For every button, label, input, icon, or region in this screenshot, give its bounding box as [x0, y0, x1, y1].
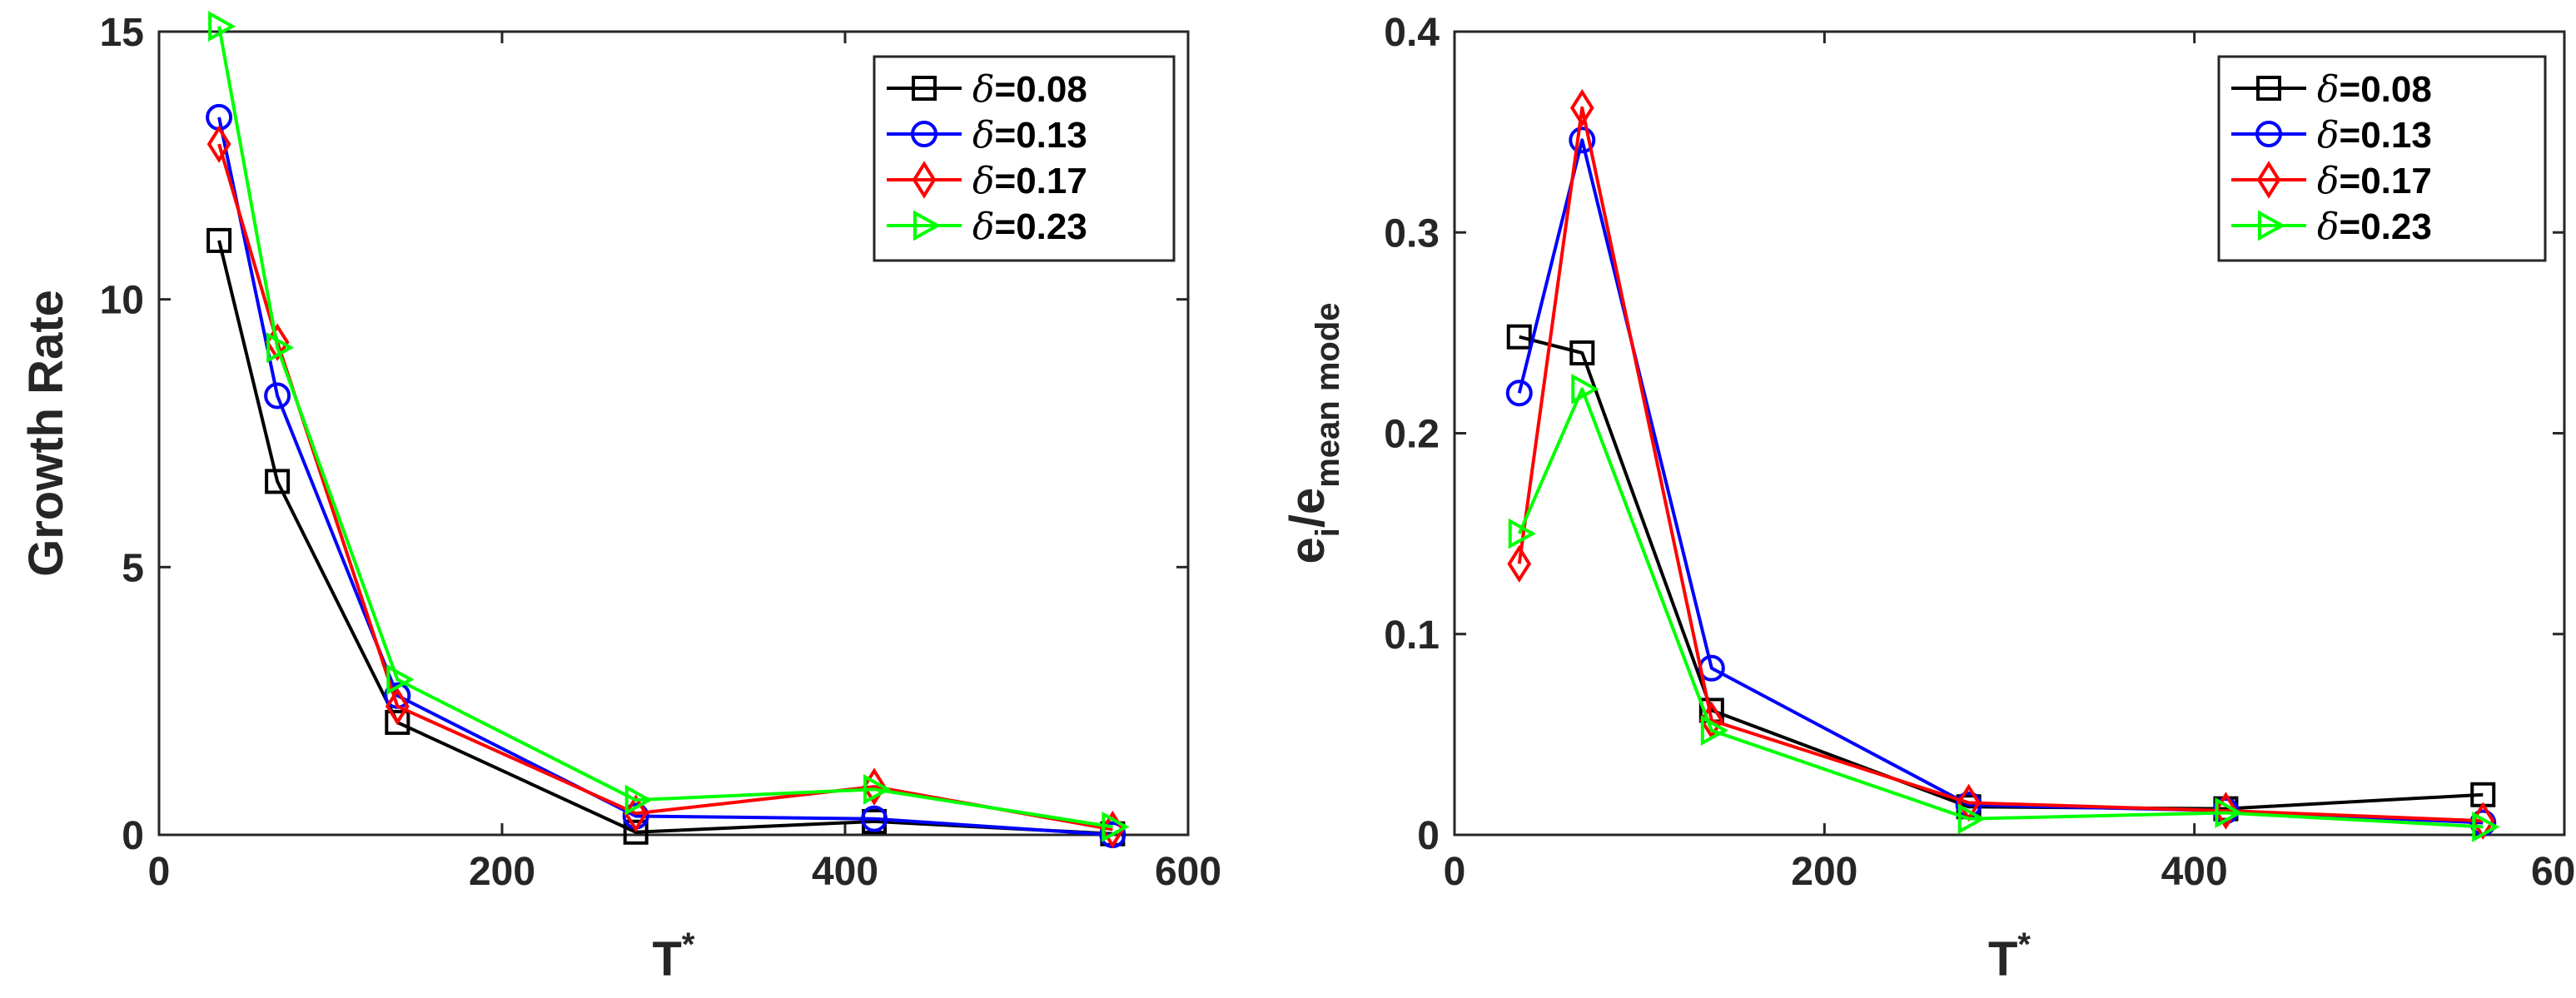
x-axis-label: T* — [1988, 926, 2031, 986]
series-line-3 — [217, 143, 1113, 832]
series-line-3 — [1517, 106, 2484, 823]
legend-marker — [2258, 210, 2286, 241]
y-tick-label: 5 — [122, 546, 144, 590]
panel-2: 0 200 400 600 0 0.1 0.2 0.3 0.4 T* ei/emean mode δ=… — [1281, 11, 2576, 986]
data-point — [264, 382, 291, 410]
data-point — [863, 773, 892, 805]
series-line-4 — [217, 26, 1113, 829]
data-point — [1571, 374, 1599, 405]
data-point — [861, 805, 888, 832]
legend-entry: δ=0.23 — [972, 206, 1087, 248]
legend-entry: δ=0.17 — [2317, 160, 2432, 202]
series-line-1 — [217, 240, 1113, 836]
y-axis-label: ei/emean mode — [1281, 302, 1346, 564]
x-tick-label: 400 — [2161, 850, 2228, 894]
legend-marker — [912, 161, 937, 199]
data-point — [2214, 792, 2238, 830]
legend-marker — [912, 76, 937, 101]
x-tick-label: 600 — [1155, 850, 1221, 894]
x-tick-label: 0 — [148, 850, 171, 894]
legend-marker — [913, 210, 942, 241]
y-tick-label: 0.2 — [1384, 413, 1440, 457]
legend-entry: δ=0.08 — [2317, 68, 2432, 111]
legend-entry: δ=0.13 — [972, 114, 1087, 156]
y-tick-label: 0.3 — [1384, 211, 1440, 256]
legend-entry: δ=0.08 — [972, 68, 1087, 111]
data-point — [1508, 518, 1536, 549]
x-tick-label: 200 — [1791, 850, 1857, 894]
legend-entry: δ=0.23 — [2317, 206, 2432, 248]
data-point — [266, 332, 295, 363]
data-point — [623, 819, 649, 845]
data-point — [2215, 797, 2243, 828]
data-point — [1505, 380, 1533, 407]
y-tick-label: 0 — [122, 814, 144, 858]
legend-marker — [2256, 161, 2281, 199]
data-point — [385, 709, 410, 735]
data-point — [1700, 715, 1728, 746]
data-point — [1569, 340, 1595, 365]
x-tick-label: 0 — [1444, 850, 1466, 894]
legend-entry: δ=0.17 — [972, 160, 1087, 202]
data-point — [2472, 811, 2500, 842]
data-point — [1569, 127, 1596, 154]
y-tick-label: 0.4 — [1384, 11, 1440, 55]
data-point — [1102, 811, 1130, 842]
data-point — [206, 125, 231, 163]
data-point — [1957, 803, 1986, 835]
data-point — [1569, 88, 1594, 127]
x-tick-label: 400 — [812, 850, 878, 894]
series-line-4 — [1517, 387, 2484, 829]
data-point — [265, 469, 291, 494]
data-point — [386, 664, 415, 695]
y-axis-label: Growth Rate — [19, 290, 73, 577]
data-point — [385, 687, 410, 726]
legend-marker — [2256, 76, 2281, 101]
data-point — [1506, 324, 1532, 350]
y-tick-label: 0.1 — [1384, 613, 1440, 658]
data-point — [624, 794, 649, 833]
legend-marker — [2255, 121, 2282, 147]
data-point — [624, 784, 653, 816]
y-tick-label: 10 — [100, 279, 144, 323]
legend-entry: δ=0.13 — [2317, 114, 2432, 156]
data-point — [1507, 544, 1532, 583]
data-point — [206, 227, 232, 253]
x-axis-label: T* — [652, 926, 694, 986]
y-tick-label: 15 — [100, 11, 144, 55]
x-tick-label: 200 — [469, 850, 535, 894]
data-point — [862, 767, 887, 806]
x-tick-label: 600 — [2531, 850, 2576, 894]
legend-marker — [911, 121, 937, 147]
data-point — [208, 11, 236, 42]
y-tick-label: 0 — [1417, 814, 1440, 858]
